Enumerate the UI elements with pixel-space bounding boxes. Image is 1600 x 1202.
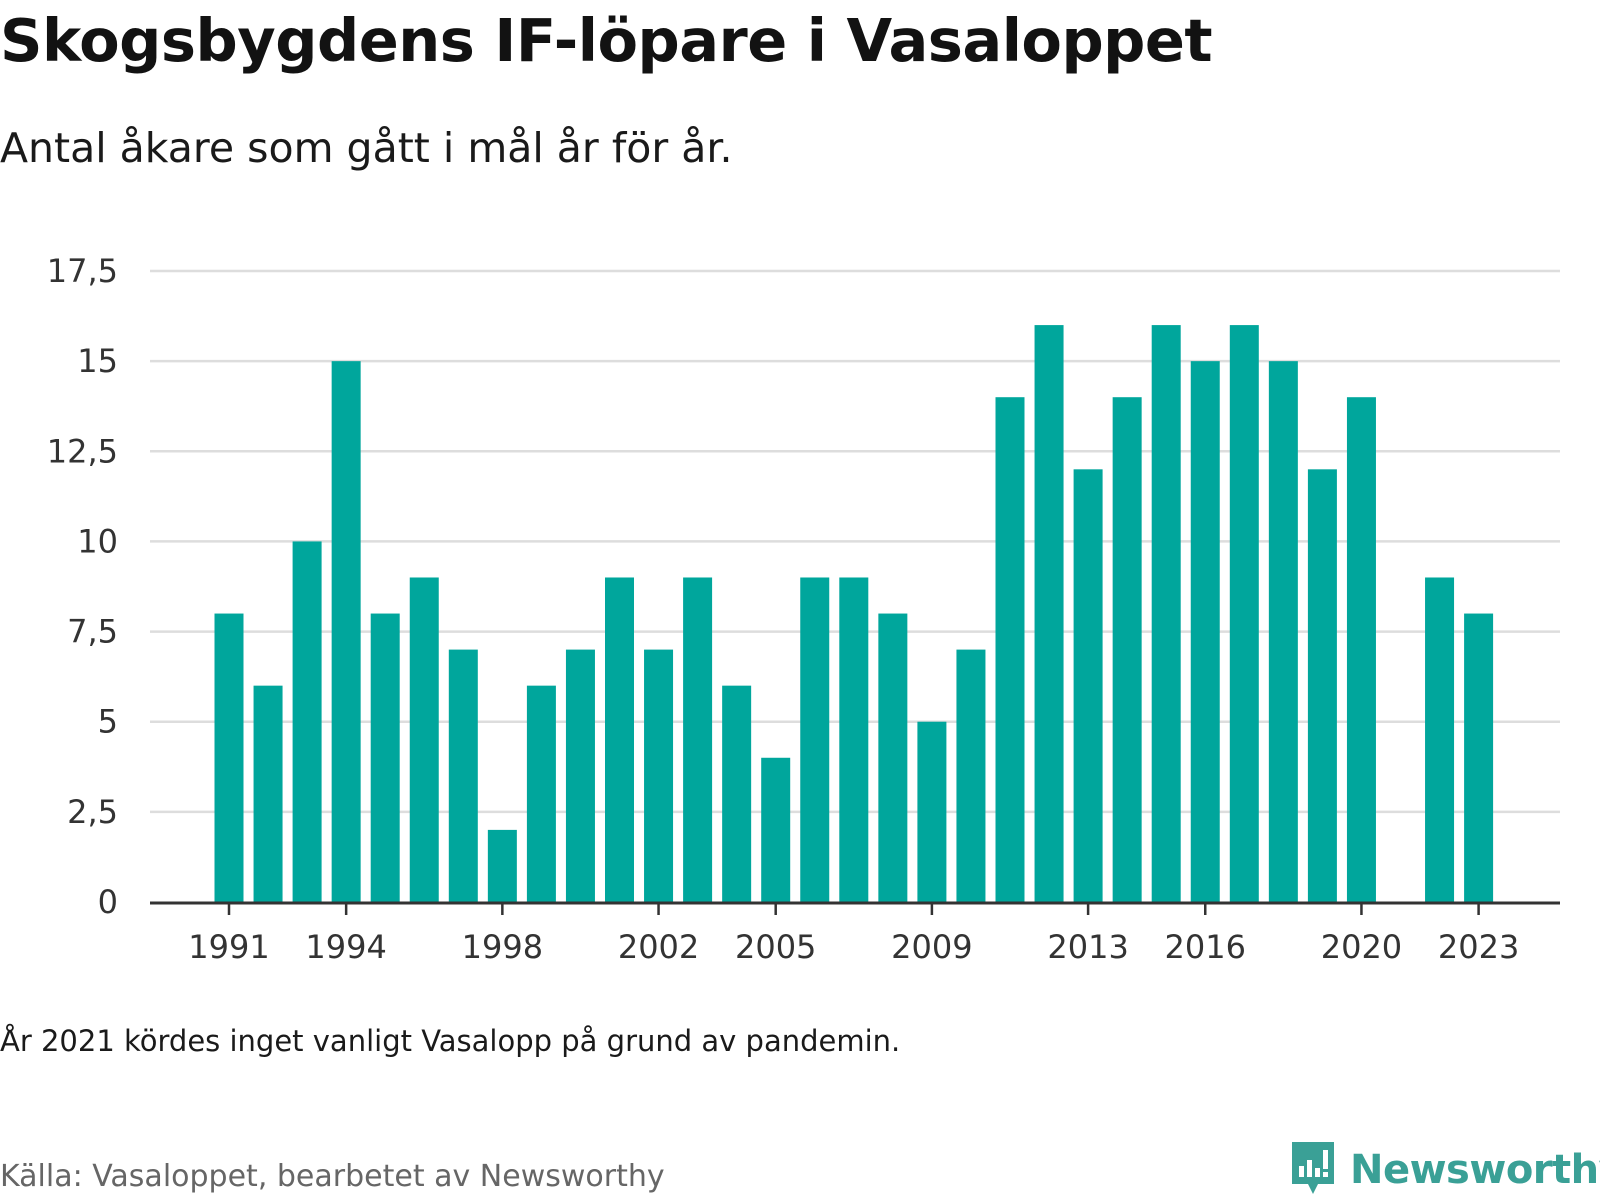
chart-note: År 2021 kördes inget vanligt Vasalopp på… bbox=[0, 1024, 901, 1058]
bar[interactable] bbox=[526, 685, 556, 902]
bar[interactable] bbox=[448, 649, 478, 902]
bar[interactable] bbox=[917, 721, 947, 902]
bar[interactable] bbox=[644, 649, 674, 902]
x-tick-label: 2016 bbox=[1165, 928, 1246, 966]
bar[interactable] bbox=[487, 829, 517, 902]
bar[interactable] bbox=[1073, 469, 1103, 902]
x-tick-label: 2009 bbox=[891, 928, 972, 966]
bar-chart-speech-bubble-icon bbox=[1288, 1138, 1338, 1202]
bar[interactable] bbox=[565, 649, 595, 902]
x-tick-label: 2005 bbox=[735, 928, 816, 966]
source-text: Källa: Vasaloppet, bearbetet av Newswort… bbox=[0, 1159, 665, 1194]
x-axis bbox=[150, 901, 1560, 915]
bar[interactable] bbox=[722, 685, 752, 902]
bar[interactable] bbox=[214, 613, 244, 902]
bar[interactable] bbox=[800, 577, 830, 902]
bar[interactable] bbox=[253, 685, 283, 902]
y-tick-label: 2,5 bbox=[67, 793, 118, 831]
bar[interactable] bbox=[1190, 361, 1220, 903]
bar[interactable] bbox=[683, 577, 713, 902]
x-tick-label: 2023 bbox=[1438, 928, 1519, 966]
bar[interactable] bbox=[1464, 613, 1494, 902]
y-tick-label: 7,5 bbox=[67, 613, 118, 651]
y-tick-label: 0 bbox=[98, 883, 118, 921]
bar[interactable] bbox=[995, 397, 1025, 902]
bar[interactable] bbox=[292, 541, 322, 902]
x-tick-label: 2020 bbox=[1321, 928, 1402, 966]
bar[interactable] bbox=[1425, 577, 1455, 902]
x-tick-label: 1994 bbox=[305, 928, 386, 966]
bar[interactable] bbox=[1346, 397, 1376, 902]
brand-name: Newsworthy bbox=[1350, 1147, 1600, 1193]
y-tick-label: 17,5 bbox=[47, 252, 118, 290]
bar[interactable] bbox=[1151, 325, 1181, 903]
bar[interactable] bbox=[1229, 325, 1259, 903]
bar[interactable] bbox=[1307, 469, 1337, 902]
y-axis-labels: 0 2,5 5 7,5 10 12,5 15 17,5 bbox=[47, 252, 118, 921]
bars bbox=[214, 325, 1494, 903]
bar[interactable] bbox=[878, 613, 908, 902]
bar[interactable] bbox=[839, 577, 869, 902]
bar[interactable] bbox=[1034, 325, 1064, 903]
y-tick-label: 15 bbox=[77, 342, 118, 380]
bar[interactable] bbox=[331, 361, 361, 903]
x-axis-labels: 1991 1994 1998 2002 2005 2009 2013 2016 2020 2023 bbox=[188, 928, 1519, 966]
chart-title: Skogsbygdens IF-löpare i Vasaloppet bbox=[0, 6, 1213, 75]
newsworthy-logo[interactable]: Newsworthy bbox=[1288, 1140, 1600, 1200]
y-tick-label: 10 bbox=[77, 522, 118, 560]
y-tick-label: 5 bbox=[98, 703, 118, 741]
x-tick-label: 1991 bbox=[188, 928, 269, 966]
chart-subtitle: Antal åkare som gått i mål år för år. bbox=[0, 124, 733, 172]
bar[interactable] bbox=[409, 577, 439, 902]
bar[interactable] bbox=[605, 577, 634, 902]
y-tick-label: 12,5 bbox=[47, 432, 118, 470]
bar[interactable] bbox=[370, 613, 400, 902]
x-tick-label: 1998 bbox=[462, 928, 543, 966]
bar[interactable] bbox=[1268, 361, 1298, 903]
bar[interactable] bbox=[956, 649, 986, 902]
x-tick-label: 2013 bbox=[1047, 928, 1128, 966]
bar[interactable] bbox=[1112, 397, 1142, 902]
x-tick-label: 2002 bbox=[618, 928, 699, 966]
bar[interactable] bbox=[761, 757, 791, 902]
